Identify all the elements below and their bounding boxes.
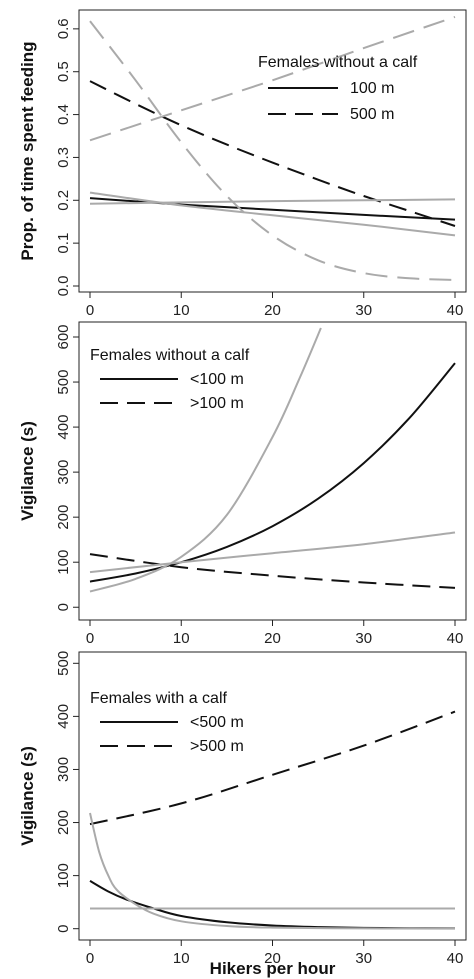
series-group (89, 327, 456, 593)
x-tick-label: 10 (173, 950, 190, 967)
x-tick-label: 20 (264, 302, 281, 319)
plot-frame (78, 9, 467, 293)
y-tick-label: 100 (55, 550, 72, 575)
y-tick-label: 200 (55, 505, 72, 530)
y-tick-label: 400 (55, 704, 72, 729)
legend-title: Females without a calf (90, 347, 250, 364)
y-tick-label: 0.6 (55, 18, 72, 39)
x-axis-label: Hikers per hour (210, 959, 336, 978)
legend-entry-label: <500 m (190, 714, 244, 731)
series-line-3-grey-solid (89, 812, 456, 930)
y-axis-label: Vigilance (s) (18, 746, 37, 846)
series-line-5-grey-dashed (89, 15, 456, 142)
y-tick-label: 0 (55, 925, 72, 933)
x-tick-label: 0 (86, 630, 94, 647)
plot-frame (78, 321, 467, 621)
legend: Females without a calf <100 m >100 m (90, 347, 250, 412)
series-line-2-black-dashed (89, 553, 456, 589)
x-tick-label: 30 (355, 630, 372, 647)
y-tick-label: 0 (55, 603, 72, 611)
panel-1: 0 10 20 30 40 0.0 0.1 0.2 0.3 0.4 0.5 0.6 Prop. of t… (18, 9, 467, 319)
legend-entry-label: >500 m (190, 738, 244, 755)
x-tick-label: 40 (447, 302, 464, 319)
y-tick-label: 600 (55, 324, 72, 349)
legend-entry-label: <100 m (190, 371, 244, 388)
series-line-2-black-dashed (89, 80, 456, 227)
x-tick-label: 10 (173, 630, 190, 647)
series-line-2-black-dashed (89, 710, 456, 826)
y-tick-label: 400 (55, 415, 72, 440)
legend-entry-label: 100 m (350, 80, 394, 97)
series-line-3-grey-solid (89, 191, 456, 237)
x-tick-label: 20 (264, 630, 281, 647)
legend-title: Females with a calf (90, 690, 227, 707)
x-tick-label: 0 (86, 950, 94, 967)
series-line-1-black-solid (89, 880, 456, 930)
y-axis-label: Vigilance (s) (18, 421, 37, 521)
y-tick-label: 0.3 (55, 147, 72, 168)
y-tick-label: 0.2 (55, 190, 72, 211)
y-tick-label: 300 (55, 757, 72, 782)
y-tick-label: 0.0 (55, 276, 72, 297)
y-tick-label: 100 (55, 863, 72, 888)
series-line-3-grey-solid (89, 327, 322, 593)
series-group (89, 15, 456, 281)
series-line-1-black-solid (89, 362, 456, 583)
y-tick-label: 0.1 (55, 233, 72, 254)
series-line-4-grey-solid (89, 531, 456, 574)
x-tick-label: 40 (447, 950, 464, 967)
legend-entry-label: >100 m (190, 395, 244, 412)
y-tick-label: 500 (55, 370, 72, 395)
legend: Females with a calf <500 m >500 m (90, 690, 244, 755)
y-tick-label: 300 (55, 460, 72, 485)
x-tick-label: 0 (86, 302, 94, 319)
x-tick-label: 30 (355, 950, 372, 967)
y-tick-label: 500 (55, 651, 72, 676)
y-tick-label: 200 (55, 810, 72, 835)
legend-entry-label: 500 m (350, 106, 394, 123)
series-line-4-grey-solid (89, 198, 456, 205)
x-tick-label: 20 (264, 950, 281, 967)
series-group (89, 710, 456, 930)
y-tick-label: 0.4 (55, 104, 72, 125)
y-axis-label: Prop. of time spent feeding (18, 41, 37, 260)
x-tick-label: 30 (355, 302, 372, 319)
legend-title: Females without a calf (258, 54, 418, 71)
legend: Females without a calf 100 m 500 m (258, 54, 418, 123)
x-tick-label: 40 (447, 630, 464, 647)
y-tick-label: 0.5 (55, 61, 72, 82)
x-tick-label: 10 (173, 302, 190, 319)
